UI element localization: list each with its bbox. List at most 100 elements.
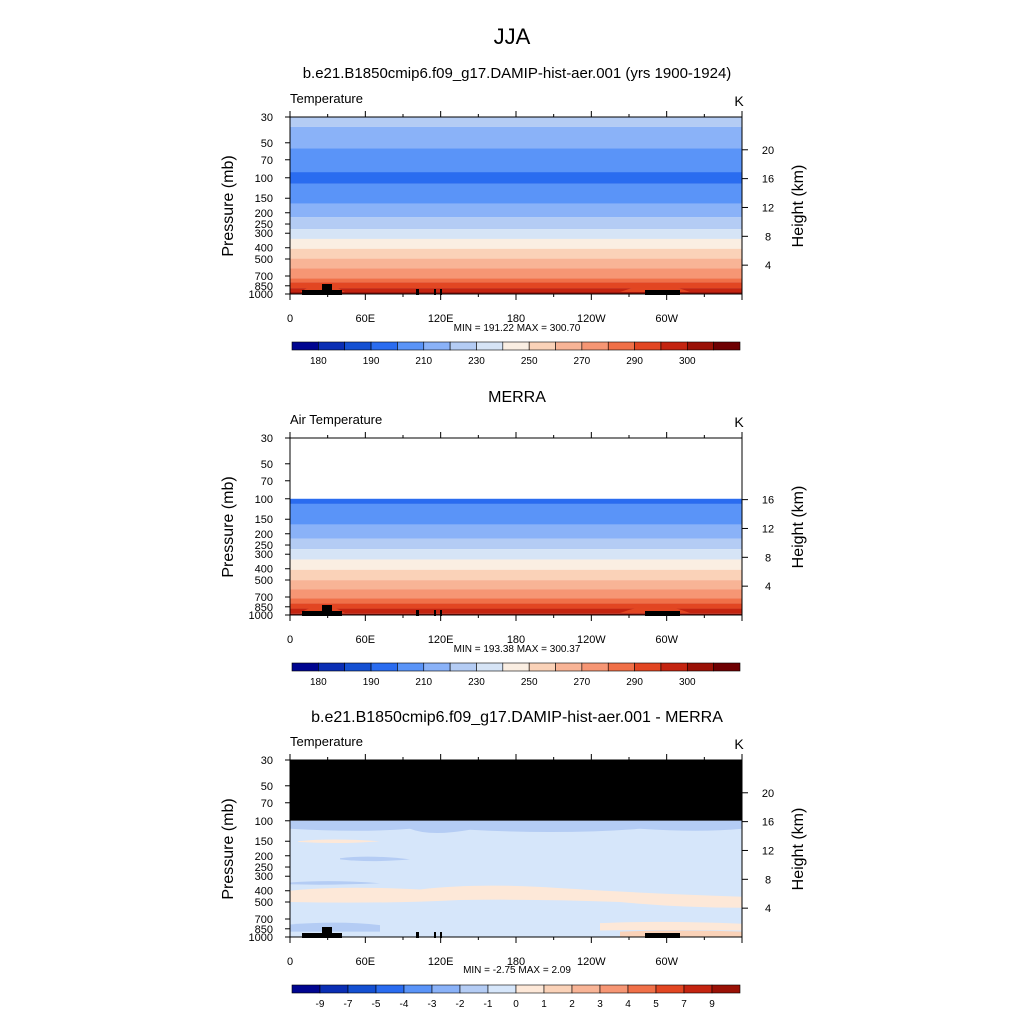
colorbar-swatch [686, 662, 714, 672]
colorbar-swatch [599, 984, 629, 994]
y-tick-label: 100 [255, 816, 273, 828]
y-tick-label: 100 [255, 494, 273, 506]
panel-2-colorbar: 180 190 210 230 250 270 290 300 [291, 662, 741, 688]
x-tick-label: 120W [577, 634, 606, 646]
colorbar-swatch [555, 341, 583, 351]
colorbar-label: 270 [574, 356, 591, 367]
y-tick-label: 250 [255, 540, 273, 552]
contour-band [290, 229, 742, 239]
colorbar-label: 230 [468, 677, 485, 688]
y-tick-label: 30 [261, 433, 273, 445]
colorbar-label: 0 [513, 999, 519, 1010]
colorbar-swatch [375, 984, 405, 994]
missing-data-region [290, 760, 742, 821]
contour-band [290, 172, 742, 184]
colorbar-swatch [370, 341, 398, 351]
y-tick-label: 30 [261, 755, 273, 767]
colorbar-swatch [655, 984, 685, 994]
y-tick-label: 200 [255, 851, 273, 863]
panel-3-ylabel-right: Height (km) [790, 808, 807, 891]
panel-1-variable-label: Temperature [290, 91, 363, 106]
colorbar-label: 210 [415, 677, 432, 688]
contour-band [290, 881, 380, 885]
topography-block [434, 289, 436, 295]
colorbar-swatch [502, 662, 530, 672]
contour-band [290, 126, 742, 149]
contour-band [290, 598, 742, 604]
colorbar-label: 290 [626, 356, 643, 367]
panel-2-variable-label: Air Temperature [290, 412, 382, 427]
contour-band [290, 268, 742, 279]
contour-band [600, 921, 742, 931]
colorbar-swatch [502, 341, 530, 351]
topography-block [416, 610, 419, 616]
colorbar-label: 180 [310, 356, 327, 367]
colorbar-label: 250 [521, 356, 538, 367]
panel-3-units: K [734, 736, 744, 752]
colorbar-swatch [515, 984, 545, 994]
figure-title: JJA [494, 24, 531, 49]
panel-3-title: b.e21.B1850cmip6.f09_g17.DAMIP-hist-aer.… [311, 709, 723, 726]
colorbar-swatch [344, 662, 372, 672]
contour-band [290, 278, 742, 283]
y-tick-label: 70 [261, 798, 273, 810]
contour-band [290, 148, 742, 173]
x-tick-label: 120E [428, 956, 454, 968]
y-tick-label: 250 [255, 219, 273, 231]
y-tick-label: 70 [261, 476, 273, 488]
colorbar-label: 210 [415, 356, 432, 367]
topography-block [332, 611, 342, 616]
topography-block [440, 610, 442, 616]
panel-3-ylabel: Pressure (mb) [220, 798, 237, 899]
colorbar-swatch [423, 341, 451, 351]
colorbar-swatch [318, 662, 346, 672]
colorbar-swatch [431, 984, 461, 994]
colorbar-swatch [713, 341, 741, 351]
colorbar-label: -2 [456, 999, 465, 1010]
panel-3-contour-field [290, 760, 742, 937]
colorbar-swatch [711, 984, 741, 994]
x-tick-label: 120E [428, 313, 454, 325]
contour-band [290, 569, 742, 581]
colorbar-swatch [291, 984, 321, 994]
colorbar-swatch [344, 341, 372, 351]
contour-band [340, 856, 410, 862]
contour-band [290, 549, 742, 560]
contour-band [290, 503, 742, 525]
colorbar-label: 180 [310, 677, 327, 688]
topography-block [645, 611, 680, 616]
panel-2-stats: MIN = 193.38 MAX = 300.37 [454, 644, 581, 655]
colorbar-swatch [634, 341, 662, 351]
y-right-tick-label: 12 [762, 845, 774, 857]
colorbar-label: 3 [597, 999, 603, 1010]
topography-block [332, 290, 342, 295]
colorbar-label: -9 [316, 999, 325, 1010]
y-tick-label: 100 [255, 173, 273, 185]
panel-2-contour-field [290, 498, 742, 615]
contour-band [290, 238, 742, 249]
colorbar-swatch [686, 341, 714, 351]
colorbar-label: 7 [681, 999, 687, 1010]
topography-block [302, 290, 322, 295]
y-tick-label: 200 [255, 208, 273, 220]
y-right-tick-label: 16 [762, 495, 774, 507]
topography-block [332, 933, 342, 938]
topography-block [322, 927, 332, 938]
y-tick-label: 850 [255, 924, 273, 936]
colorbar-label: -3 [428, 999, 437, 1010]
y-tick-label: 1000 [249, 289, 273, 301]
colorbar-swatch [347, 984, 377, 994]
colorbar-swatch [634, 662, 662, 672]
y-tick-label: 300 [255, 228, 273, 240]
x-tick-label: 0 [287, 313, 293, 325]
panel-2-topography [302, 605, 680, 616]
colorbar-swatch [370, 662, 398, 672]
y-right-tick-label: 12 [762, 523, 774, 535]
colorbar-label: 5 [653, 999, 659, 1010]
y-tick-label: 700 [255, 271, 273, 283]
contour-band [298, 839, 380, 844]
topography-block [440, 289, 442, 295]
panel-1-colorbar: 180 190 210 230 250 270 290 300 [291, 341, 741, 367]
colorbar-swatch [318, 341, 346, 351]
panel-2-units: K [734, 414, 744, 430]
